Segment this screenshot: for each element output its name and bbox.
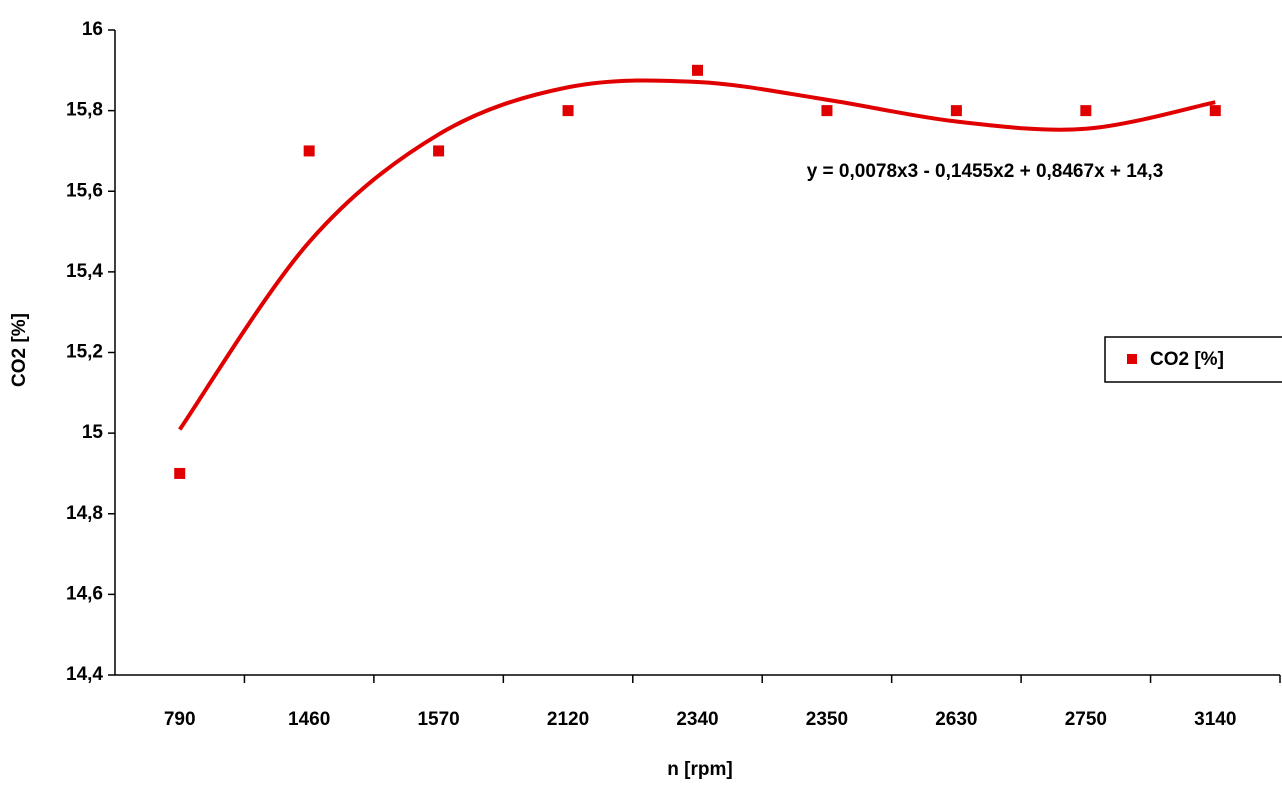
y-tick-label: 14,8: [66, 503, 103, 524]
data-point: [433, 145, 445, 157]
data-point: [821, 105, 833, 117]
x-tick-label: 2750: [1065, 709, 1107, 730]
y-tick-label: 16: [82, 19, 103, 40]
y-axis-label: CO2 [%]: [9, 313, 30, 387]
x-tick-label: 790: [164, 709, 196, 730]
x-tick-label: 2630: [935, 709, 977, 730]
data-point: [303, 145, 315, 157]
data-point: [1209, 105, 1221, 117]
x-tick-label: 1460: [288, 709, 330, 730]
y-tick-label: 15,8: [66, 100, 103, 121]
trendline: [178, 78, 1216, 431]
data-point: [562, 105, 574, 117]
legend-marker: [1127, 354, 1137, 364]
y-tick-label: 15,4: [66, 261, 103, 282]
y-tick-label: 15,2: [66, 342, 103, 363]
y-tick-label: 15: [82, 422, 104, 443]
trendline-equation: y = 0,0078x3 - 0,1455x2 + 0,8467x + 14,3: [807, 161, 1164, 182]
x-tick-label: 1570: [417, 709, 459, 730]
y-tick-label: 14,6: [66, 583, 103, 604]
y-tick-label: 14,4: [66, 664, 103, 685]
data-point: [1080, 105, 1092, 117]
data-point: [950, 105, 962, 117]
x-tick-label: 2120: [547, 709, 589, 730]
data-point: [174, 467, 186, 479]
x-axis-label: n [rpm]: [667, 759, 732, 780]
x-tick-label: 2340: [676, 709, 718, 730]
legend-label: CO2 [%]: [1150, 349, 1224, 370]
x-tick-label: 3140: [1194, 709, 1236, 730]
x-tick-label: 2350: [806, 709, 848, 730]
data-point: [692, 64, 703, 76]
y-tick-label: 15,6: [66, 180, 103, 201]
